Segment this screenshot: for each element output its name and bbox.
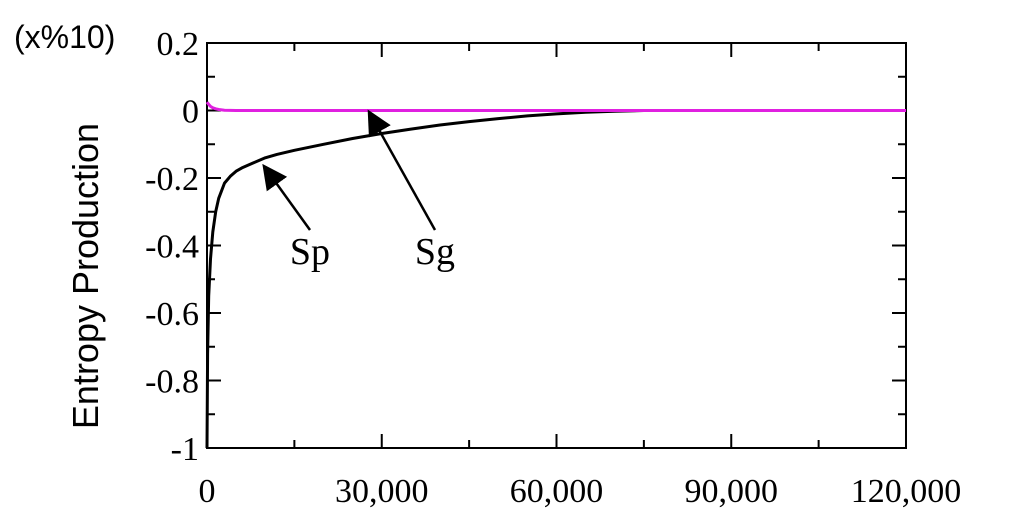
series-group: [205, 101, 906, 449]
annotation-arrow-sg: [367, 109, 437, 231]
axes-group: 0 30,000 60,000 90,000 120,000 0.2 0 -0.2 -0.4 -0…: [145, 26, 961, 510]
y-tick-label: -0.2: [145, 161, 199, 198]
y-tick-label: -0.8: [145, 364, 199, 401]
series-line-sg: [205, 101, 906, 112]
annotations-group: Sp Sg: [262, 109, 455, 273]
y-multiplier-label: (x%10): [14, 19, 115, 55]
y-tick-label: 0: [182, 94, 199, 131]
annotation-label-sp: Sp: [290, 231, 330, 273]
x-tick-label: 120,000: [851, 473, 962, 510]
annotation-label-sg: Sg: [415, 231, 455, 273]
x-tick-label: 30,000: [335, 473, 429, 510]
annotation-arrow-sp: [262, 163, 312, 231]
series-line-sp: [205, 109, 906, 449]
y-axis-title: Entropy Production: [65, 123, 106, 429]
x-tick-label: 90,000: [685, 473, 779, 510]
y-tick-label: 0.2: [157, 26, 200, 63]
y-tick-label: -1: [171, 431, 199, 468]
y-tick-label: -0.4: [145, 229, 199, 266]
x-tick-label: 0: [199, 473, 216, 510]
x-tick-label: 60,000: [510, 473, 604, 510]
y-tick-label: -0.6: [145, 296, 199, 333]
